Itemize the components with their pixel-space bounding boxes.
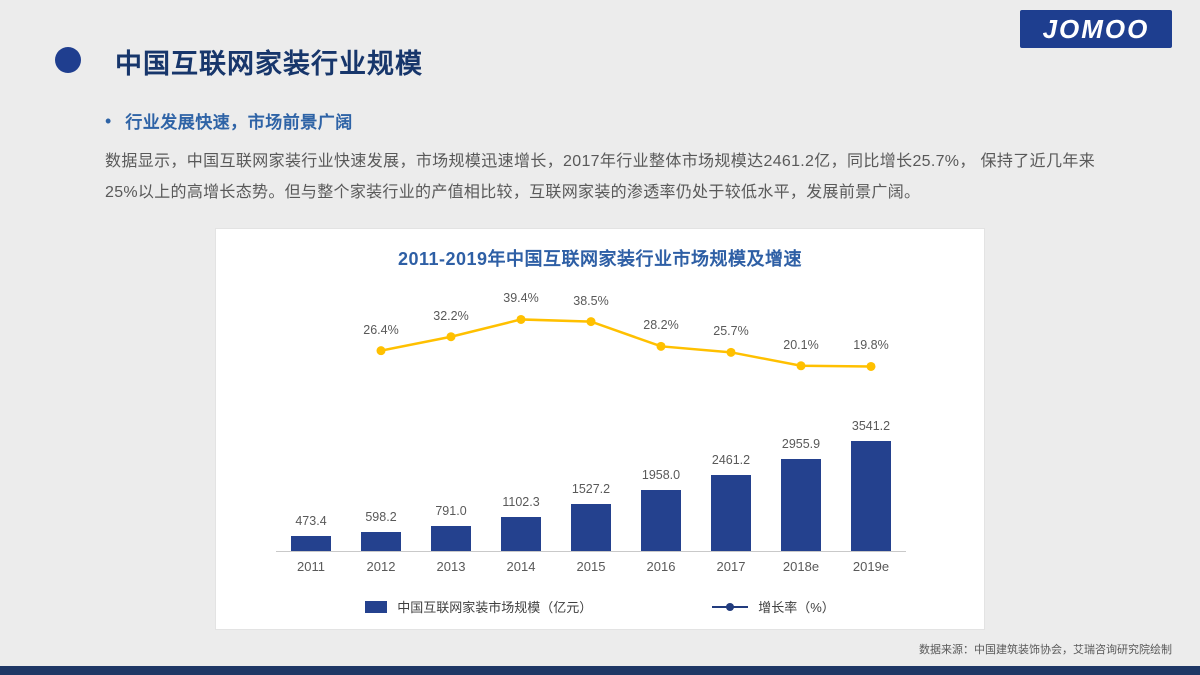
bar-value-label: 1958.0 [641,468,681,483]
growth-point [446,332,456,342]
growth-point [516,314,526,324]
footer-bar [0,666,1200,675]
line-legend-label: 增长率（%） [758,600,835,615]
body-text: 数据显示，中国互联网家装行业快速发展，市场规模迅速增长，2017年行业整体市场规… [105,153,1095,202]
page-title: 中国互联网家装行业规模 [115,49,423,79]
chart-legend: 中国互联网家装市场规模（亿元） 增长率（%） [216,597,984,616]
category-label: 2014 [506,559,536,574]
subtitle: 行业发展快速，市场前景广阔 [125,113,353,132]
jomoo-logo: JOMOO [1020,10,1172,48]
subtitle-bullet-icon: • [105,110,112,131]
bar-2018e [781,459,821,551]
bar-value-label: 2955.9 [781,437,821,452]
growth-point [656,341,666,351]
bar-2011 [291,536,331,551]
bar-legend-swatch-icon [365,600,388,613]
chart-title: 2011-2019年中国互联网家装行业市场规模及增速 [397,249,803,269]
growth-value-label: 38.5% [573,293,609,308]
bar-value-label: 3541.2 [851,419,891,433]
category-label: 2015 [576,559,606,574]
category-label: 2017 [716,559,746,574]
growth-value-label: 20.1% [783,337,819,352]
growth-point [796,361,806,371]
growth-value-label: 25.7% [713,324,749,339]
growth-value-label: 26.4% [363,322,399,337]
bar-2019e [851,441,891,551]
bar-value-label: 791.0 [435,504,467,519]
bar-value-label: 473.4 [295,514,327,529]
category-label: 2012 [366,559,396,574]
growth-value-label: 32.2% [433,308,469,323]
bar-2017 [711,474,751,551]
bar-2013 [431,526,471,551]
jomoo-logo-text: JOMOO [1042,13,1150,44]
bar-2012 [361,532,401,551]
growth-point [866,361,876,371]
line-legend-marker-icon [712,602,749,611]
chart-plot: 473.4 2011 598.2 2012 791.0 2013 1102.3 2014 152… [276,289,906,574]
category-label: 2011 [297,559,325,574]
category-label: 2019e [852,559,890,574]
growth-point [586,317,596,327]
bar-value-label: 1102.3 [502,494,540,509]
legend-item-line: 增长率（%） [712,597,835,616]
category-label: 2018e [782,559,820,574]
bar-2014 [501,516,541,551]
bar-value-label: 2461.2 [711,452,751,467]
subtitle-row: • 行业发展快速，市场前景广阔 [105,108,353,133]
title-bullet-icon [55,47,81,73]
growth-value-label: 39.4% [503,291,539,306]
bar-2016 [641,490,681,551]
legend-item-bar: 中国互联网家装市场规模（亿元） [365,597,592,616]
bar-value-label: 1527.2 [571,481,611,496]
growth-value-label: 19.8% [853,338,889,353]
chart-card: 2011-2019年中国互联网家装行业市场规模及增速 473.4 2011 598.… [215,228,985,630]
bar-value-label: 598.2 [365,510,397,525]
growth-value-label: 28.2% [643,318,679,333]
bar-2015 [571,503,611,551]
category-label: 2016 [646,559,676,574]
growth-point [376,346,386,356]
bar-legend-label: 中国互联网家装市场规模（亿元） [397,600,593,615]
category-label: 2013 [436,559,466,574]
growth-point [726,347,736,357]
source-note: 数据来源：中国建筑装饰协会，艾瑞咨询研究院绘制 [919,644,1172,656]
